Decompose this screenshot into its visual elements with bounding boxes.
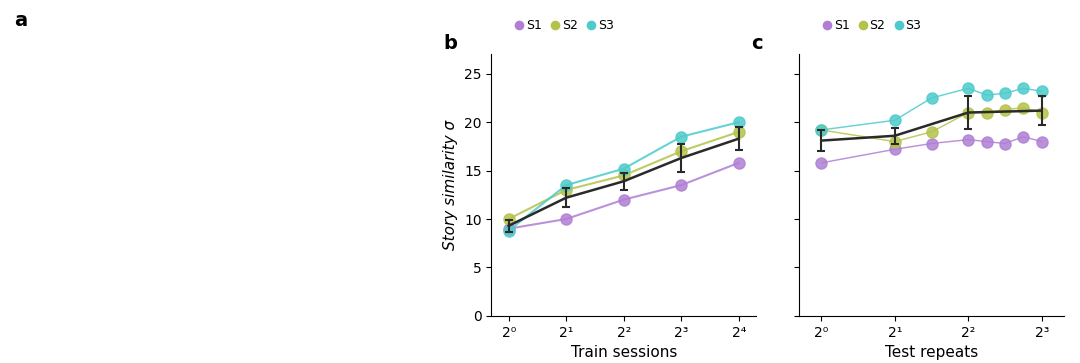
Text: a: a bbox=[14, 11, 27, 30]
Legend: S1, S2, S3: S1, S2, S3 bbox=[511, 14, 619, 37]
X-axis label: Train sessions: Train sessions bbox=[570, 345, 677, 360]
Text: b: b bbox=[444, 33, 458, 53]
X-axis label: Test repeats: Test repeats bbox=[885, 345, 978, 360]
Text: c: c bbox=[752, 33, 764, 53]
Y-axis label: Story similarity σ: Story similarity σ bbox=[444, 120, 459, 250]
Legend: S1, S2, S3: S1, S2, S3 bbox=[819, 14, 927, 37]
